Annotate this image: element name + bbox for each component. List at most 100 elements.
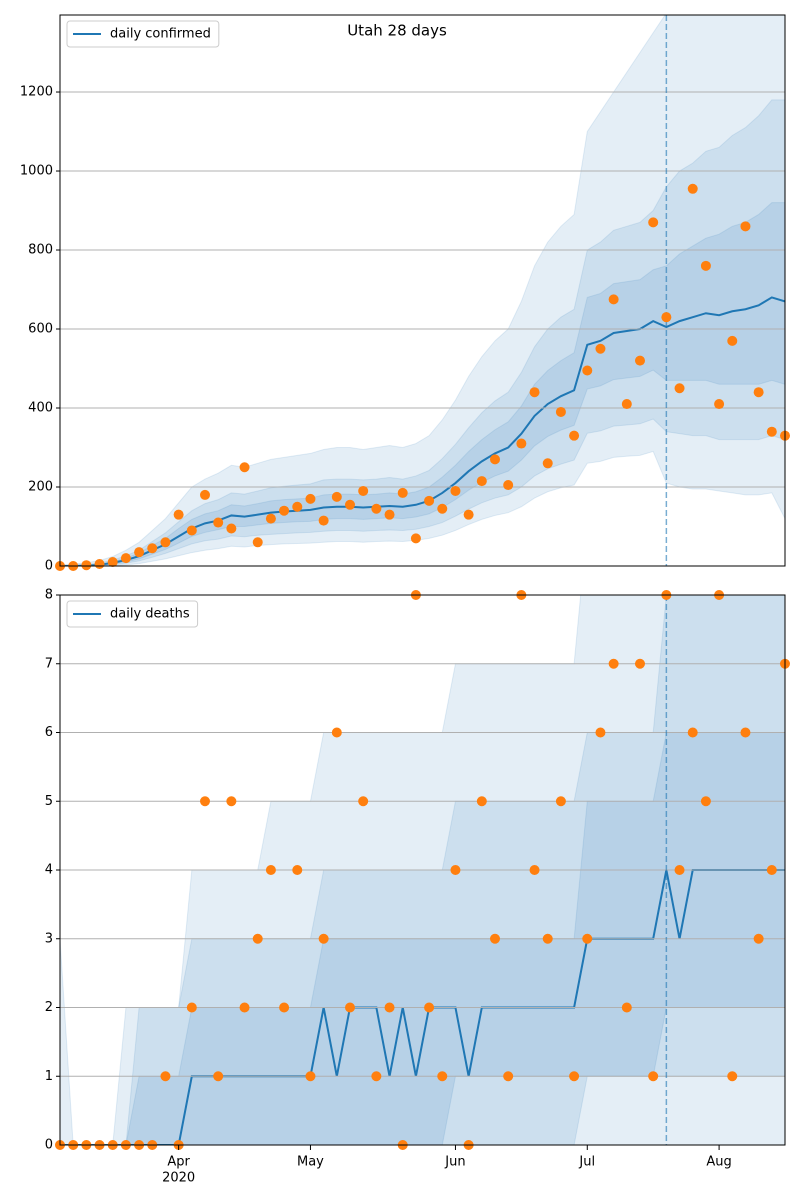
observed-point <box>384 509 395 520</box>
observed-point <box>134 547 145 558</box>
observed-point <box>687 727 698 738</box>
observed-point <box>674 383 685 394</box>
observed-point <box>424 1002 435 1013</box>
observed-point <box>727 335 738 346</box>
x-tick-label: May <box>297 1155 324 1170</box>
uncertainty-band <box>60 99 785 566</box>
x-tick-label: Jun <box>444 1155 465 1170</box>
observed-point <box>186 525 197 536</box>
observed-point <box>687 183 698 194</box>
observed-point <box>318 933 329 944</box>
observed-point <box>766 865 777 875</box>
legend-label: daily deaths <box>110 607 190 622</box>
plot-area <box>60 15 785 566</box>
legend-box <box>66 600 199 628</box>
observed-point <box>410 533 421 544</box>
y-tick-label: 5 <box>45 794 53 809</box>
y-tick-label: 4 <box>45 863 53 878</box>
axes-frame <box>59 594 786 1146</box>
y-tick-label: 2 <box>45 1000 53 1015</box>
y-tick-label: 600 <box>28 322 53 337</box>
observed-point <box>239 1002 250 1013</box>
y-tick-label: 6 <box>45 725 53 740</box>
observed-point <box>621 399 632 410</box>
observed-point <box>727 1071 738 1082</box>
observed-point <box>358 796 369 807</box>
observed-point <box>555 406 566 417</box>
observed-point <box>595 343 606 354</box>
observed-point <box>582 933 593 944</box>
observed-point <box>437 503 448 514</box>
observed-point <box>318 515 329 526</box>
observed-point <box>345 1002 355 1013</box>
observed-point <box>239 462 250 473</box>
observed-point <box>345 499 355 510</box>
y-tick-label: 7 <box>45 656 53 671</box>
observed-point <box>476 476 487 487</box>
observed-point <box>490 933 500 944</box>
observed-point <box>292 865 303 875</box>
observed-point <box>450 485 461 496</box>
observed-point <box>437 1071 448 1082</box>
uncertainty-band <box>60 202 785 566</box>
y-tick-label: 0 <box>45 1138 53 1153</box>
y-tick-label: 1 <box>45 1069 53 1084</box>
observed-point <box>740 221 751 232</box>
observed-point <box>305 1071 316 1082</box>
observed-point <box>160 1071 171 1082</box>
observed-point <box>371 503 382 514</box>
legend-label: daily confirmed <box>110 27 211 42</box>
x-tick-label: Aug <box>706 1155 731 1170</box>
observed-point <box>397 487 408 498</box>
observed-point <box>173 509 184 520</box>
series-line <box>60 296 785 566</box>
observed-point <box>279 1002 290 1013</box>
observed-point <box>621 1002 632 1013</box>
x-year-label: 2020 <box>162 1171 195 1186</box>
observed-point <box>200 796 210 807</box>
observed-point <box>331 727 342 738</box>
observed-point <box>213 517 224 528</box>
observed-point <box>555 796 566 807</box>
y-tick-label: 1000 <box>20 164 53 179</box>
observed-point <box>648 217 659 228</box>
observed-point <box>160 537 171 548</box>
observed-point <box>635 355 645 366</box>
observed-point <box>529 387 540 398</box>
observed-point <box>476 796 487 807</box>
observed-point <box>279 505 290 516</box>
observed-point <box>595 727 606 738</box>
observed-point <box>674 865 685 875</box>
observed-point <box>529 865 540 875</box>
x-tick-label: Jul <box>578 1155 595 1170</box>
legend: daily confirmed <box>66 20 220 48</box>
observed-point <box>226 796 237 807</box>
observed-point <box>186 1002 197 1013</box>
y-tick-label: 200 <box>28 480 53 495</box>
observed-point <box>608 294 619 305</box>
observed-point <box>569 430 580 441</box>
chart-title: Utah 28 days <box>347 22 447 40</box>
observed-point <box>265 513 276 524</box>
observed-point <box>542 933 553 944</box>
observed-point <box>740 727 751 738</box>
observed-point <box>213 1071 224 1082</box>
observed-point <box>503 480 514 491</box>
observed-point <box>582 365 593 376</box>
x-tick-label: Apr <box>167 1155 190 1170</box>
observed-point <box>648 1071 659 1082</box>
series-line <box>60 869 785 1145</box>
observed-point <box>424 495 435 506</box>
observed-point <box>753 387 764 398</box>
y-tick-label: 800 <box>28 243 53 258</box>
legend: daily deaths <box>66 600 199 628</box>
legend-box <box>66 20 220 48</box>
observed-point <box>107 557 118 568</box>
observed-point <box>384 1002 395 1013</box>
observed-point <box>661 312 672 323</box>
observed-point <box>252 537 263 548</box>
observed-point <box>766 426 777 437</box>
observed-point <box>450 865 461 875</box>
observed-point <box>94 559 105 570</box>
